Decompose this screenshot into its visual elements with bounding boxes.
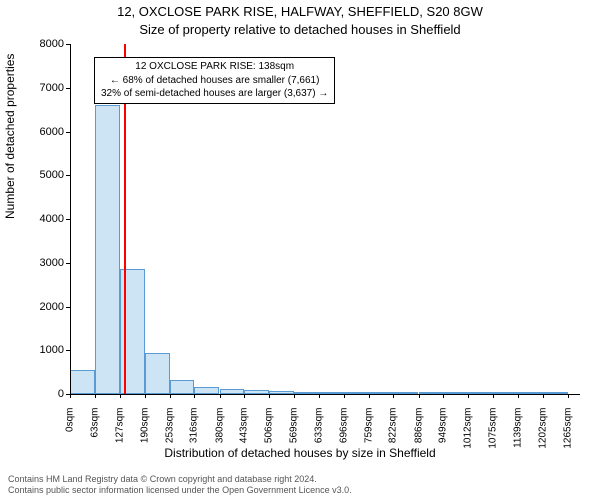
y-tick-mark	[66, 88, 70, 89]
x-tick-mark	[369, 394, 370, 398]
x-tick-mark	[319, 394, 320, 398]
y-tick-mark	[66, 219, 70, 220]
x-tick-mark	[393, 394, 394, 398]
x-tick-mark	[269, 394, 270, 398]
x-tick-mark	[419, 394, 420, 398]
x-tick-mark	[220, 394, 221, 398]
footer-line-1: Contains HM Land Registry data © Crown c…	[8, 474, 352, 485]
x-tick-mark	[294, 394, 295, 398]
chart-container: 12, OXCLOSE PARK RISE, HALFWAY, SHEFFIEL…	[0, 0, 600, 500]
histogram-bar	[170, 380, 195, 394]
x-tick-mark	[70, 394, 71, 398]
annotation-line-2: ← 68% of detached houses are smaller (7,…	[101, 74, 328, 88]
y-tick-label: 0	[14, 388, 64, 400]
y-tick-label: 1000	[14, 344, 64, 356]
x-axis-line	[70, 394, 580, 395]
footer-attribution: Contains HM Land Registry data © Crown c…	[8, 474, 352, 496]
y-tick-label: 7000	[14, 82, 64, 94]
footer-line-2: Contains public sector information licen…	[8, 485, 352, 496]
x-tick-mark	[120, 394, 121, 398]
y-axis-line	[70, 44, 71, 394]
histogram-bar	[70, 370, 95, 395]
annotation-line-3: 32% of semi-detached houses are larger (…	[101, 87, 328, 101]
y-axis-title: Number of detached properties	[3, 54, 17, 219]
annotation-box: 12 OXCLOSE PARK RISE: 138sqm ← 68% of de…	[94, 57, 335, 104]
x-tick-mark	[344, 394, 345, 398]
chart-title-address: 12, OXCLOSE PARK RISE, HALFWAY, SHEFFIEL…	[0, 4, 600, 19]
y-tick-label: 6000	[14, 126, 64, 138]
histogram-bar	[194, 387, 219, 394]
x-tick-mark	[95, 394, 96, 398]
chart-title-subtitle: Size of property relative to detached ho…	[0, 22, 600, 37]
y-tick-mark	[66, 175, 70, 176]
x-tick-mark	[493, 394, 494, 398]
x-axis-title: Distribution of detached houses by size …	[0, 446, 600, 460]
x-tick-mark	[543, 394, 544, 398]
x-tick-mark	[468, 394, 469, 398]
x-tick-mark	[145, 394, 146, 398]
y-tick-label: 5000	[14, 169, 64, 181]
x-tick-mark	[568, 394, 569, 398]
x-tick-mark	[244, 394, 245, 398]
y-tick-mark	[66, 350, 70, 351]
y-tick-label: 4000	[14, 213, 64, 225]
x-tick-mark	[443, 394, 444, 398]
y-tick-label: 2000	[14, 301, 64, 313]
y-tick-label: 8000	[14, 38, 64, 50]
y-tick-label: 3000	[14, 257, 64, 269]
y-tick-mark	[66, 132, 70, 133]
y-tick-mark	[66, 263, 70, 264]
annotation-line-1: 12 OXCLOSE PARK RISE: 138sqm	[101, 60, 328, 74]
x-tick-mark	[170, 394, 171, 398]
x-tick-mark	[194, 394, 195, 398]
histogram-bar	[145, 353, 170, 394]
x-tick-mark	[518, 394, 519, 398]
histogram-bar	[95, 105, 120, 394]
y-tick-mark	[66, 307, 70, 308]
y-tick-mark	[66, 44, 70, 45]
